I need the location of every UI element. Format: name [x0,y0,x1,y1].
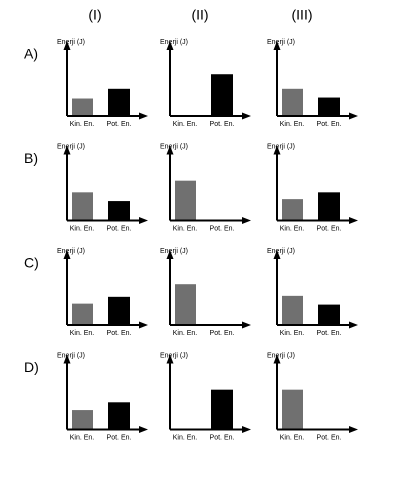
x-tick-label: Kin. En. [70,225,95,232]
y-axis-label: Enerji (J) [160,39,188,46]
row-label: B) [24,150,38,166]
y-axis-arrow [273,145,281,155]
bar [175,180,196,221]
x-axis-arrow [349,112,358,120]
bar [282,199,303,221]
x-axis-arrow [139,217,148,224]
y-axis-arrow [273,250,281,259]
x-tick-label: Kin. En. [280,121,305,128]
x-tick-label: Pot. En. [107,434,132,441]
bar [72,303,93,325]
bar [282,389,303,430]
y-axis-label: Enerji (J) [267,143,295,150]
x-tick-label: Kin. En. [280,330,305,337]
x-axis-arrow [242,112,251,120]
y-axis-arrow [63,354,71,364]
x-tick-label: Kin. En. [173,121,198,128]
y-axis-label: Enerji (J) [267,248,295,255]
y-axis-arrow [273,354,281,364]
row-label: D) [24,359,39,375]
x-tick-label: Pot. En. [107,121,132,128]
y-axis-arrow [273,41,281,50]
row-label: A) [24,46,38,62]
row-label: C) [24,255,39,271]
bar [108,201,130,221]
bar [282,88,303,116]
x-tick-label: Kin. En. [280,434,305,441]
y-axis-arrow [63,41,71,50]
y-axis-label: Enerji (J) [57,248,85,255]
x-tick-label: Pot. En. [210,434,235,441]
x-axis-arrow [139,321,148,329]
y-axis-label: Enerji (J) [160,248,188,255]
x-axis-arrow [349,321,358,329]
x-tick-label: Kin. En. [173,434,198,441]
x-tick-label: Kin. En. [70,121,95,128]
x-axis-arrow [139,112,148,120]
y-axis-arrow [166,354,174,364]
bar [282,295,303,325]
bar [175,284,196,325]
x-tick-label: Pot. En. [210,330,235,337]
x-axis-arrow [139,426,148,433]
bar [72,98,93,116]
bar [72,410,93,430]
x-tick-label: Pot. En. [317,434,342,441]
bar [318,304,340,325]
bar [108,402,130,430]
y-axis-arrow [166,145,174,155]
y-axis-label: Enerji (J) [267,39,295,46]
y-axis-arrow [166,250,174,259]
x-axis-arrow [242,321,251,329]
x-tick-label: Kin. En. [70,330,95,337]
y-axis-arrow [63,250,71,259]
x-tick-label: Pot. En. [317,225,342,232]
column-header: (II) [191,7,208,23]
bar [72,192,93,221]
x-tick-label: Pot. En. [210,225,235,232]
y-axis-label: Enerji (J) [267,352,295,359]
y-axis-label: Enerji (J) [160,352,188,359]
bar [318,97,340,116]
y-axis-label: Enerji (J) [57,352,85,359]
x-axis-arrow [349,217,358,224]
x-tick-label: Pot. En. [107,225,132,232]
x-tick-label: Pot. En. [107,330,132,337]
y-axis-label: Enerji (J) [57,143,85,150]
y-axis-arrow [63,145,71,155]
x-axis-arrow [242,426,251,433]
bar [108,296,130,325]
bar [211,389,233,430]
x-tick-label: Pot. En. [317,330,342,337]
x-tick-label: Kin. En. [70,434,95,441]
x-axis-arrow [242,217,251,224]
x-tick-label: Pot. En. [317,121,342,128]
bar [318,192,340,221]
bar [211,74,233,116]
x-axis-arrow [349,426,358,433]
y-axis-arrow [166,41,174,50]
y-axis-label: Enerji (J) [160,143,188,150]
bar [108,88,130,116]
y-axis-label: Enerji (J) [57,39,85,46]
x-tick-label: Pot. En. [210,121,235,128]
column-header: (III) [292,7,313,23]
column-header: (I) [88,7,101,23]
x-tick-label: Kin. En. [280,225,305,232]
x-tick-label: Kin. En. [173,225,198,232]
x-tick-label: Kin. En. [173,330,198,337]
